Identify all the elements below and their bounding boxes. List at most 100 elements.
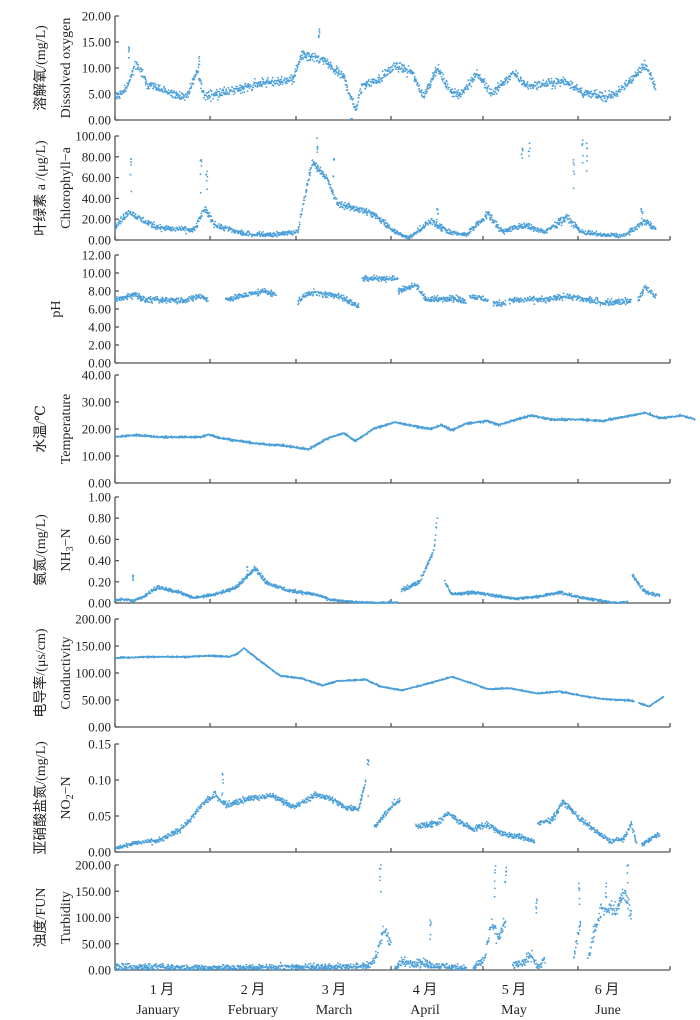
do-point	[428, 84, 430, 87]
chla-point	[340, 201, 343, 203]
chla-point	[326, 176, 328, 179]
chla-point	[368, 209, 370, 211]
chla-point	[144, 220, 147, 222]
do-point	[190, 87, 193, 89]
ph-point	[305, 295, 308, 298]
chla-point	[427, 219, 430, 222]
do-point	[435, 71, 438, 74]
do-point	[541, 82, 544, 85]
chla-point	[220, 224, 223, 227]
do-y-tick-label: 0.00	[88, 113, 111, 128]
do-point	[479, 74, 481, 76]
ph-point	[606, 300, 609, 303]
do-point	[327, 61, 330, 64]
do-point	[413, 75, 416, 78]
do-point	[322, 60, 325, 63]
do-point	[317, 36, 320, 39]
do-point	[454, 88, 456, 90]
chla-point	[142, 216, 145, 219]
ph-point	[520, 297, 522, 300]
do-ylabel-en: Dissolved oxygen	[59, 18, 74, 119]
chla-point	[573, 173, 576, 175]
do-point	[193, 78, 196, 81]
do-point	[587, 90, 590, 93]
chla-point	[332, 191, 334, 194]
do-point	[532, 86, 535, 89]
chla-point	[348, 202, 350, 205]
do-point	[654, 88, 657, 91]
do-point	[223, 86, 226, 89]
do-point	[546, 82, 549, 85]
ph-point	[431, 296, 433, 298]
chla-point	[340, 203, 343, 206]
do-point	[309, 58, 312, 61]
do-point	[500, 80, 502, 82]
chla-point	[465, 235, 468, 238]
ph-point	[599, 304, 602, 307]
do-point	[288, 76, 291, 78]
chla-point	[206, 188, 208, 191]
ph-point	[609, 299, 611, 302]
do-point	[631, 82, 633, 84]
ph-point	[504, 304, 507, 306]
do-point	[197, 66, 200, 69]
do-point	[610, 93, 613, 96]
do-point	[564, 80, 567, 82]
ph-point	[393, 275, 395, 278]
do-point	[337, 67, 340, 69]
do-point	[402, 71, 405, 73]
ph-point	[245, 293, 248, 295]
do-point	[197, 70, 200, 73]
do-point	[486, 90, 489, 93]
do-point	[285, 82, 288, 85]
chla-point	[632, 227, 634, 230]
ph-point	[543, 299, 546, 302]
do-point	[396, 66, 399, 69]
do-point	[335, 72, 338, 74]
do-point	[434, 70, 436, 73]
do-point	[414, 78, 417, 81]
do-point	[133, 65, 136, 68]
ph-point	[396, 277, 399, 279]
do-point	[300, 58, 303, 61]
do-point	[253, 77, 256, 80]
do-point	[577, 91, 579, 93]
chla-point	[595, 230, 598, 233]
do-point	[127, 81, 130, 84]
do-point	[553, 80, 556, 83]
ph-point	[332, 297, 335, 299]
do-point	[574, 88, 576, 91]
do-point	[580, 87, 583, 89]
chla-point	[572, 170, 575, 173]
chla-point	[585, 170, 588, 172]
do-point	[364, 87, 367, 90]
ph-point	[594, 298, 597, 301]
chla-point	[520, 153, 523, 156]
ph-point	[502, 301, 505, 303]
do-point	[431, 72, 434, 75]
do-point	[512, 72, 515, 75]
do-point	[385, 69, 387, 72]
do-point	[202, 91, 205, 94]
chla-point	[297, 230, 299, 233]
do-point	[515, 70, 517, 72]
do-point	[114, 93, 117, 96]
do-point	[564, 83, 566, 86]
do-point	[214, 94, 217, 97]
ph-point	[154, 296, 157, 298]
do-point	[447, 88, 449, 91]
ph-point	[322, 296, 324, 299]
chla-point	[628, 233, 631, 236]
do-point	[641, 64, 644, 67]
do-point	[318, 60, 321, 63]
do-point	[184, 93, 187, 96]
chla-point	[289, 230, 291, 233]
do-point	[115, 96, 118, 99]
do-point	[177, 94, 179, 97]
do-point	[441, 71, 443, 74]
do-point	[507, 80, 509, 83]
do-point	[584, 89, 587, 92]
do-point	[543, 83, 545, 85]
do-point	[261, 83, 264, 86]
do-point	[350, 95, 353, 98]
